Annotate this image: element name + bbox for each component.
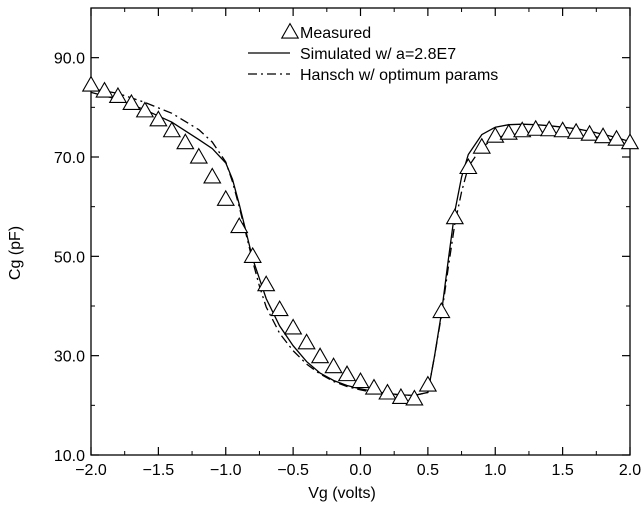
measured-point <box>526 119 545 136</box>
measured-point <box>472 137 491 154</box>
measured-point <box>499 123 518 140</box>
measured-markers <box>81 75 640 406</box>
measured-point <box>405 389 424 406</box>
y-tick-label: 10.0 <box>54 448 85 465</box>
measured-point <box>566 122 586 139</box>
measured-point <box>162 121 182 138</box>
measured-point <box>230 217 249 234</box>
x-tick-label: −1.5 <box>143 462 175 479</box>
measured-point <box>364 378 384 395</box>
measured-point <box>486 126 505 143</box>
y-axis-label: Cg (pF) <box>7 226 24 280</box>
measured-point <box>122 93 141 110</box>
x-tick-label: 1.5 <box>552 462 574 479</box>
measured-point <box>176 133 195 150</box>
x-tick-label: 2.0 <box>619 462 641 479</box>
x-tick-label: 0.5 <box>417 462 439 479</box>
x-tick-label: 1.0 <box>484 462 506 479</box>
x-axis-label: Vg (volts) <box>308 485 376 502</box>
measured-point <box>297 333 316 350</box>
measured-point <box>324 357 343 374</box>
y-tick-label: 30.0 <box>54 349 85 366</box>
y-tick-label: 50.0 <box>54 249 85 266</box>
y-tick-label: 90.0 <box>54 51 85 68</box>
measured-point <box>283 318 303 335</box>
x-tick-label: −0.5 <box>277 462 309 479</box>
measured-point <box>351 372 370 389</box>
x-tick-label: −2.0 <box>75 462 107 479</box>
x-tick-label: 0.0 <box>349 462 371 479</box>
measured-point <box>418 375 438 392</box>
measured-point <box>391 387 411 405</box>
measured-point <box>459 157 478 175</box>
measured-point <box>378 383 397 400</box>
measured-point <box>216 189 235 206</box>
measured-point <box>189 147 208 164</box>
measured-point <box>95 81 114 98</box>
legend-label-2: Hansch w/ optimum params <box>300 67 498 84</box>
legend-label-0: Measured <box>300 25 371 42</box>
measured-point <box>620 133 640 150</box>
measured-point <box>149 110 168 127</box>
measured-point <box>337 365 357 382</box>
x-tick-label: −1.0 <box>210 462 242 479</box>
legend-label-1: Simulated w/ a=2.8E7 <box>300 46 456 63</box>
measured-point <box>432 301 451 319</box>
tick-marks <box>90 8 631 456</box>
measured-point <box>310 347 330 364</box>
measured-point <box>203 167 222 184</box>
measured-point <box>135 101 155 118</box>
series-line-1 <box>90 91 631 397</box>
measured-point <box>607 129 626 146</box>
measured-point <box>593 127 613 144</box>
measured-point <box>553 121 572 138</box>
measured-point <box>243 246 262 263</box>
measured-point <box>445 208 465 225</box>
measured-point <box>270 299 289 317</box>
measured-point <box>108 86 128 104</box>
measured-point <box>81 75 101 92</box>
legend: Measured Simulated w/ a=2.8E7 Hansch w/ op… <box>248 22 498 84</box>
y-tick-label: 70.0 <box>54 150 85 167</box>
measured-point <box>580 124 599 141</box>
measured-point <box>539 120 559 137</box>
measured-point <box>513 121 532 138</box>
tick-labels: −2.0 −1.5 −1.0 −0.5 0.0 0.5 1.0 1.5 2.0 10.0 30.0 5… <box>54 51 641 479</box>
legend-marker-0 <box>280 22 300 39</box>
measured-point <box>256 275 276 292</box>
